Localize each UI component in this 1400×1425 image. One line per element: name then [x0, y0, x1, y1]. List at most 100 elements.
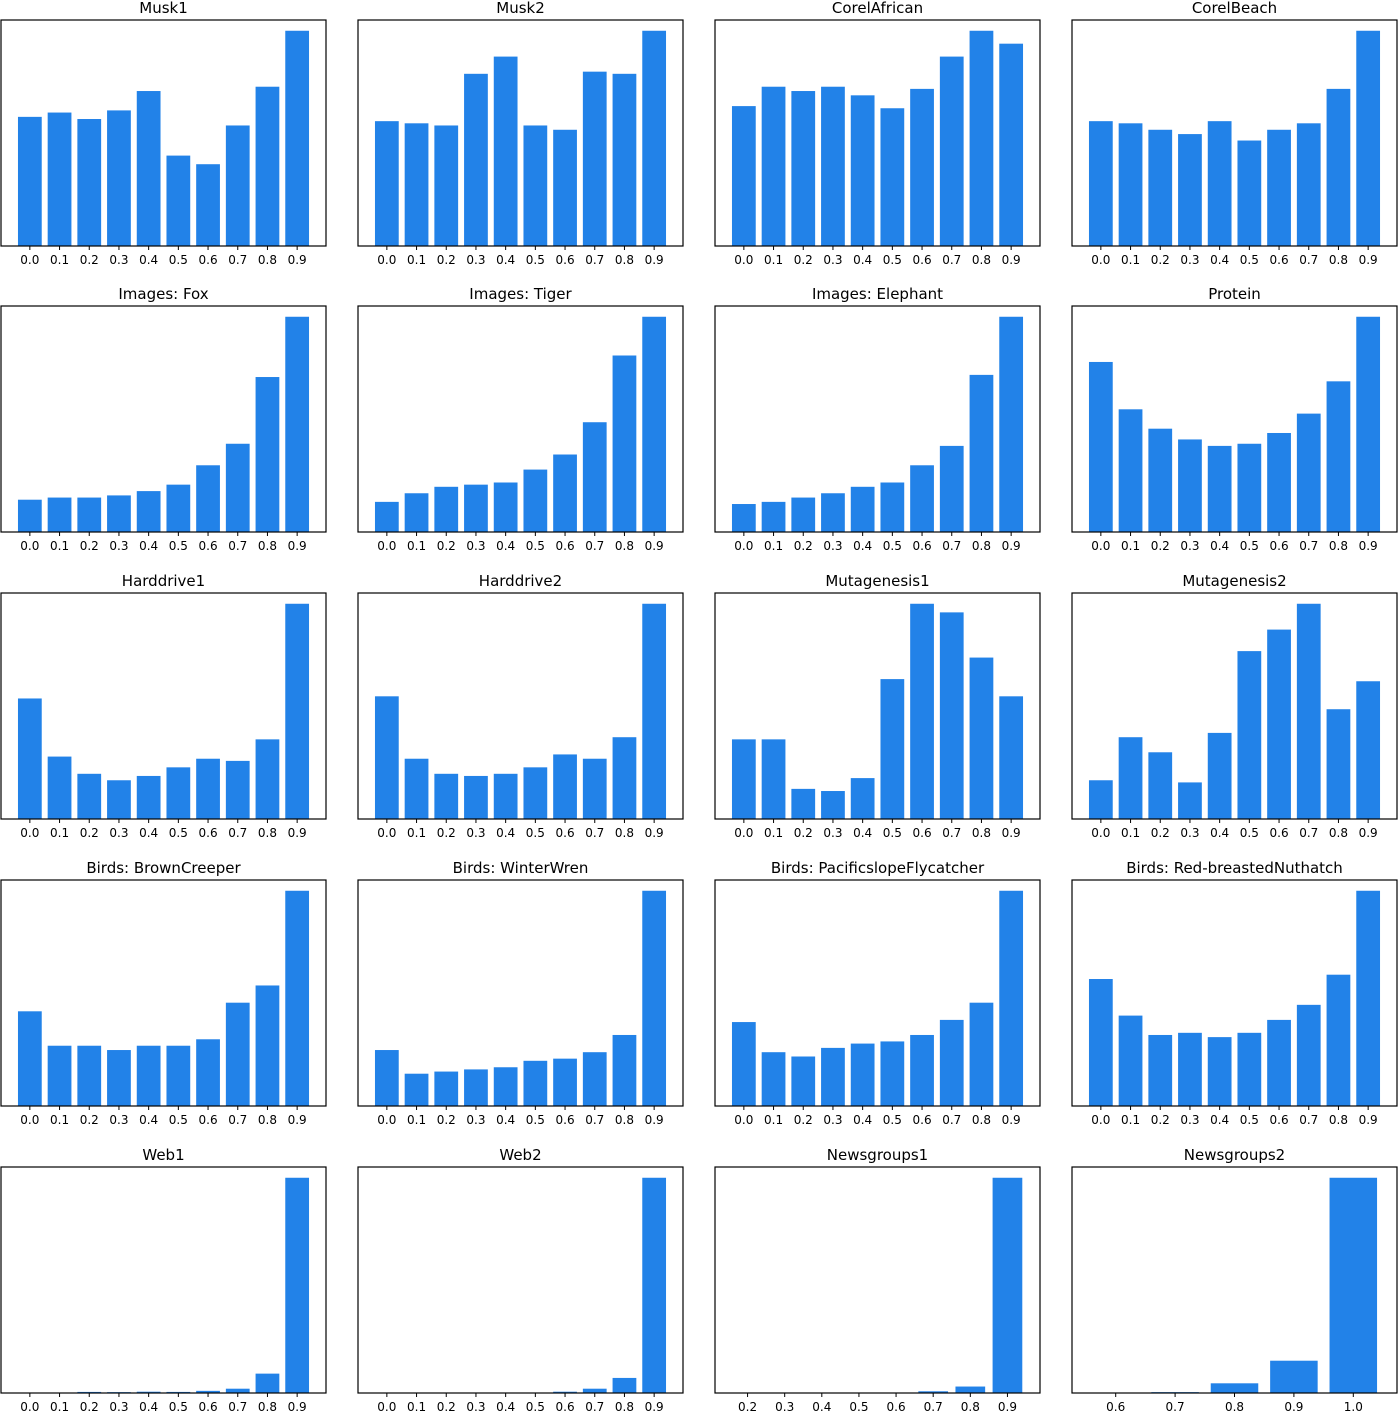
x-tick-label: 0.6 [913, 539, 932, 553]
x-tick-label: 0.1 [407, 253, 426, 267]
x-tick-label: 0.7 [228, 253, 247, 267]
bar-0.5 [1237, 443, 1262, 532]
panel-title: Birds: Red-breastedNuthatch [1126, 859, 1343, 877]
panel-6: Images: Tiger 0.0 0.1 0.2 0.3 0.4 0.5 0.6 0.7 0.8… [357, 285, 684, 553]
bar-0.2 [791, 497, 816, 532]
bar-0.6 [553, 754, 577, 819]
bar-0.9 [1270, 1360, 1318, 1393]
axes-frame [0, 1166, 327, 1394]
bar-0.8 [1326, 381, 1351, 532]
x-tick-label: 0.5 [169, 1113, 188, 1127]
x-tick-label: 0.2 [794, 1113, 813, 1127]
bar-0.4 [1207, 1037, 1232, 1106]
bar-0.8 [1326, 709, 1351, 819]
x-tick-label: 0.6 [1270, 539, 1289, 553]
x-tick-label: 0.8 [972, 253, 991, 267]
x-tick-label: 0.4 [139, 826, 158, 840]
bar-0.8 [1210, 1383, 1259, 1393]
panel-title: CorelAfrican [832, 0, 923, 17]
bar-0.1 [47, 497, 72, 532]
x-tick-label: 0.1 [764, 539, 783, 553]
bar-0.1 [1118, 123, 1143, 246]
axes-frame [714, 1166, 1041, 1394]
bar-0.0 [374, 696, 399, 819]
bar-0.2 [77, 119, 102, 246]
bar-0.4 [1207, 732, 1232, 819]
bar-0.8 [612, 1034, 637, 1106]
bar-0.1 [761, 501, 786, 532]
bar-0.4 [850, 1043, 875, 1106]
x-tick-label: 0.9 [288, 1113, 307, 1127]
bar-1.0 [1329, 1177, 1378, 1393]
axes-frame [1071, 879, 1398, 1107]
x-tick-label: 0.3 [823, 253, 842, 267]
x-tick-label: 0.0 [1091, 253, 1110, 267]
bar-0.9 [992, 1177, 1023, 1393]
bar-0.1 [1118, 409, 1143, 532]
axes-frame [0, 879, 327, 1107]
bar-0.9 [999, 696, 1024, 819]
x-tick-label: 0.8 [615, 539, 634, 553]
bar-0.5 [880, 679, 905, 819]
bar-0.6 [910, 603, 934, 819]
bar-0.4 [136, 1045, 161, 1106]
axes-frame [357, 1166, 684, 1394]
bar-0.6 [196, 1039, 220, 1106]
x-tick-label: 0.5 [526, 1113, 545, 1127]
bar-0.2 [1148, 129, 1173, 246]
x-tick-label: 1.0 [1344, 1400, 1363, 1414]
panel-title: Birds: BrownCreeper [86, 859, 241, 877]
x-tick-label: 0.4 [496, 1400, 515, 1414]
x-tick-label: 0.0 [734, 826, 753, 840]
x-tick-label: 0.0 [734, 539, 753, 553]
x-tick-label: 0.9 [1359, 539, 1378, 553]
bar-0.1 [47, 756, 72, 819]
axes-frame [0, 305, 327, 533]
x-tick-label: 0.2 [80, 539, 99, 553]
bar-0.3 [821, 86, 845, 246]
x-tick-label: 0.0 [20, 253, 39, 267]
axes-frame [0, 19, 327, 247]
x-tick-label: 0.6 [1270, 253, 1289, 267]
x-tick-label: 0.8 [1329, 826, 1348, 840]
x-tick-label: 0.4 [1210, 253, 1229, 267]
bar-0.9 [642, 316, 667, 532]
axes-frame [357, 879, 684, 1107]
bar-0.6 [553, 454, 577, 532]
x-tick-label: 0.6 [199, 539, 218, 553]
x-tick-label: 0.5 [169, 1400, 188, 1414]
panel-title: Images: Fox [118, 285, 208, 303]
panel-title: Harddrive1 [122, 572, 205, 590]
x-tick-label: 0.3 [1180, 1113, 1199, 1127]
bar-0.6 [553, 129, 577, 246]
x-tick-label: 0.6 [199, 253, 218, 267]
x-tick-label: 0.0 [20, 1113, 39, 1127]
panel-3: CorelAfrican 0.0 0.1 0.2 0.3 0.4 0.5 0.6 0.7 0.8 0… [714, 0, 1041, 267]
x-tick-label: 0.6 [1270, 1113, 1289, 1127]
bar-0.9 [285, 1177, 310, 1393]
bar-0.0 [1088, 979, 1113, 1106]
panel-15: Birds: PacificslopeFlycatcher 0.0 0.1 0.2 0.… [714, 859, 1041, 1127]
bar-0.1 [1118, 1015, 1143, 1106]
bar-0.6 [553, 1058, 577, 1106]
bar-0.2 [1148, 1034, 1173, 1106]
bar-0.0 [17, 116, 42, 246]
bar-0.6 [910, 88, 934, 246]
x-tick-label: 0.8 [258, 539, 277, 553]
panel-title: Mutagenesis2 [1182, 572, 1286, 590]
bar-0.4 [493, 56, 518, 247]
x-tick-label: 0.1 [764, 253, 783, 267]
bar-0.5 [523, 125, 548, 246]
x-tick-label: 0.3 [823, 826, 842, 840]
x-tick-label: 0.0 [20, 1400, 39, 1414]
bar-0.7 [1296, 1004, 1321, 1106]
bar-0.1 [404, 493, 429, 532]
axes-frame [1071, 592, 1398, 820]
x-tick-label: 0.4 [139, 1400, 158, 1414]
x-tick-label: 0.9 [645, 1113, 664, 1127]
x-tick-label: 0.7 [942, 826, 961, 840]
panel-17: Web1 0.0 0.1 0.2 0.3 0.4 0.5 0.6 0.7 0.8 0.9 [0, 1146, 327, 1414]
panel-4: CorelBeach 0.0 0.1 0.2 0.3 0.4 0.5 0.6 0.7 0.8 0.9 [1071, 0, 1398, 267]
panel-13: Birds: BrownCreeper 0.0 0.1 0.2 0.3 0.4 0.5 0.6… [0, 859, 327, 1127]
panel-1: Musk1 0.0 0.1 0.2 0.3 0.4 0.5 0.6 0.7 0.8 0.9 [0, 0, 327, 267]
